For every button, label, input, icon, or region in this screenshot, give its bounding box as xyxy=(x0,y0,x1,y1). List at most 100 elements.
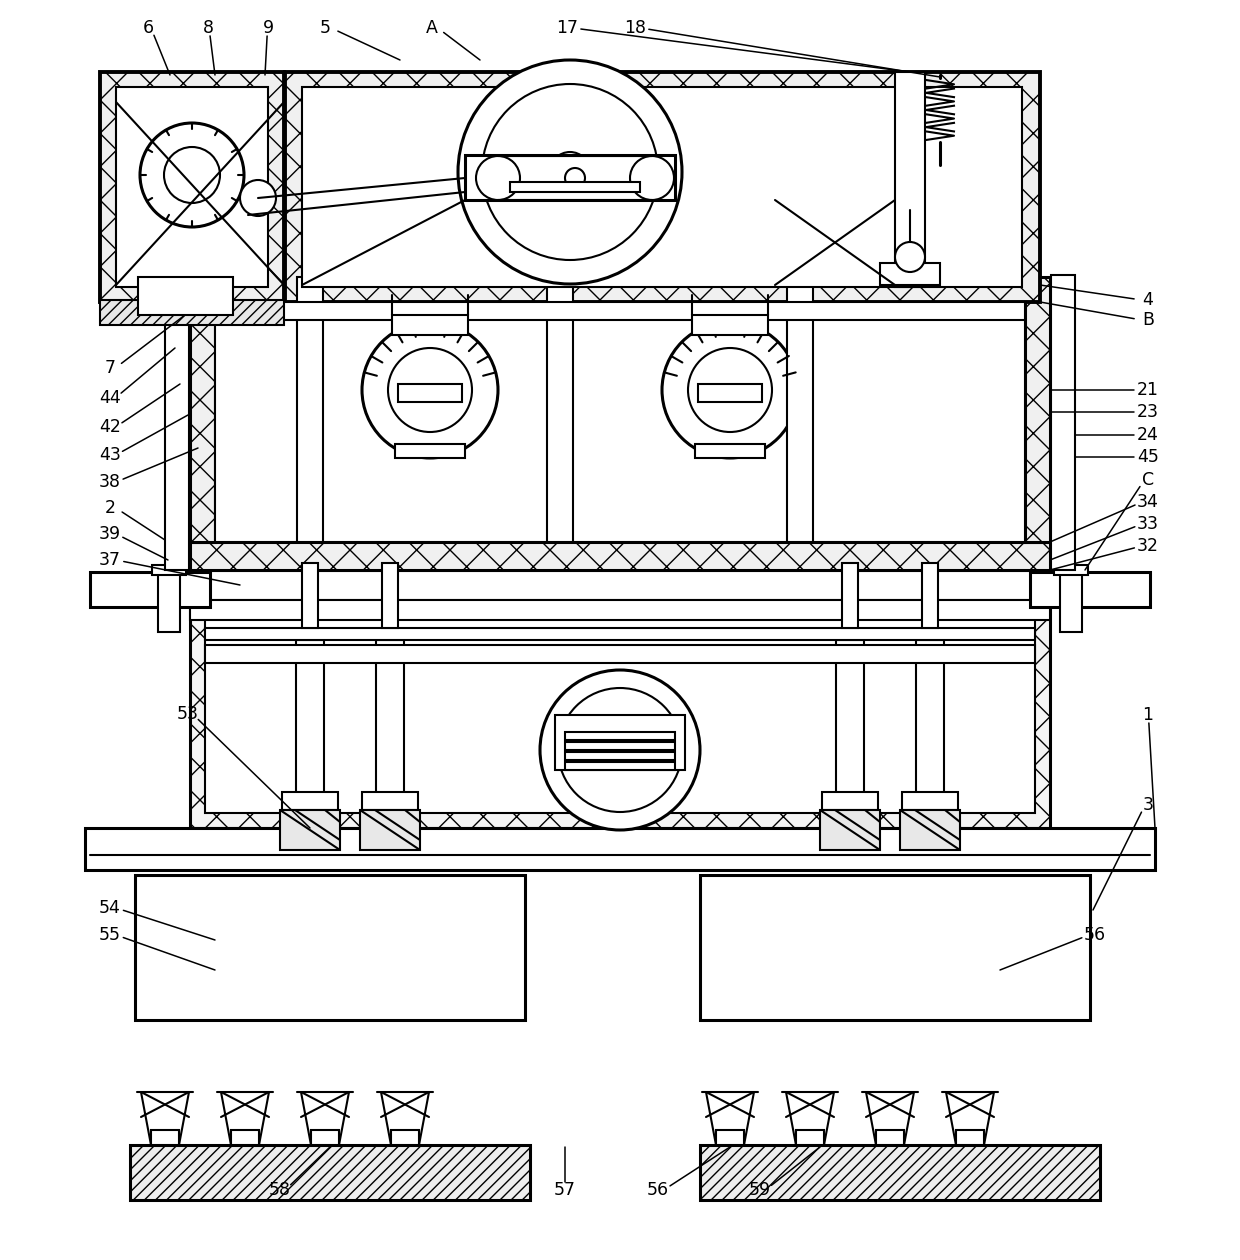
Text: 17: 17 xyxy=(556,19,578,37)
Text: 5: 5 xyxy=(320,19,331,37)
Text: C: C xyxy=(1142,471,1154,489)
Bar xyxy=(956,1130,985,1145)
Bar xyxy=(280,810,340,851)
Bar xyxy=(215,277,1025,542)
Circle shape xyxy=(140,123,244,227)
Bar xyxy=(694,444,765,457)
Text: 53: 53 xyxy=(177,706,198,723)
Bar xyxy=(205,645,1035,663)
Bar xyxy=(382,563,398,627)
Bar xyxy=(1060,572,1083,633)
Bar xyxy=(565,732,675,740)
Bar xyxy=(565,742,675,750)
Circle shape xyxy=(482,84,658,260)
Text: 38: 38 xyxy=(99,472,122,491)
Bar xyxy=(787,277,813,542)
Bar xyxy=(398,384,463,402)
Text: 42: 42 xyxy=(99,418,122,436)
Circle shape xyxy=(539,670,701,830)
Circle shape xyxy=(630,156,675,200)
Circle shape xyxy=(164,147,219,203)
Bar xyxy=(715,1130,744,1145)
Bar xyxy=(157,572,180,633)
Bar xyxy=(701,874,1090,1021)
Bar xyxy=(1025,277,1050,542)
Bar xyxy=(362,793,418,810)
Circle shape xyxy=(362,323,498,457)
Bar xyxy=(820,810,880,851)
Text: 8: 8 xyxy=(202,19,213,37)
Bar xyxy=(153,564,186,575)
Bar xyxy=(165,275,188,570)
Bar xyxy=(215,302,1025,320)
Bar xyxy=(1052,275,1075,570)
Bar xyxy=(822,793,878,810)
Bar xyxy=(231,1130,259,1145)
Text: 23: 23 xyxy=(1137,403,1159,421)
Bar xyxy=(100,72,284,302)
Bar xyxy=(510,181,640,192)
Bar xyxy=(135,874,525,1021)
Text: 56: 56 xyxy=(647,1181,670,1200)
Text: 9: 9 xyxy=(263,19,274,37)
Text: 44: 44 xyxy=(99,389,120,407)
Bar xyxy=(923,563,937,627)
Text: 2: 2 xyxy=(104,499,115,517)
Text: 58: 58 xyxy=(269,1181,291,1200)
Bar xyxy=(190,542,1050,570)
Bar xyxy=(392,315,467,335)
Bar xyxy=(190,600,1050,620)
Text: A: A xyxy=(427,19,438,37)
Bar xyxy=(901,793,959,810)
Circle shape xyxy=(241,180,277,215)
Text: 43: 43 xyxy=(99,446,122,464)
Circle shape xyxy=(458,60,682,284)
Circle shape xyxy=(388,348,472,432)
Bar xyxy=(698,384,763,402)
Bar xyxy=(151,1130,179,1145)
Text: 39: 39 xyxy=(99,525,122,543)
Text: 55: 55 xyxy=(99,926,122,944)
Bar xyxy=(190,277,215,542)
Circle shape xyxy=(895,242,925,272)
Bar xyxy=(692,315,768,335)
Circle shape xyxy=(688,348,773,432)
Bar xyxy=(130,1145,529,1200)
Text: 3: 3 xyxy=(1142,796,1153,814)
Bar xyxy=(701,1145,1100,1200)
Bar xyxy=(396,444,465,457)
Bar xyxy=(895,72,925,287)
Bar xyxy=(117,87,268,287)
Bar xyxy=(836,640,864,810)
Bar xyxy=(360,810,420,851)
Bar xyxy=(1054,564,1087,575)
Text: 34: 34 xyxy=(1137,493,1159,512)
Bar xyxy=(91,572,210,607)
Circle shape xyxy=(565,168,585,188)
Text: 32: 32 xyxy=(1137,537,1159,554)
Bar xyxy=(296,640,324,810)
Text: 4: 4 xyxy=(1142,291,1153,309)
Text: 24: 24 xyxy=(1137,426,1159,444)
Circle shape xyxy=(558,688,682,811)
Text: 59: 59 xyxy=(749,1181,771,1200)
Bar xyxy=(556,714,684,770)
Bar xyxy=(285,72,1040,302)
Text: 21: 21 xyxy=(1137,381,1159,399)
Bar xyxy=(303,87,1022,287)
Bar xyxy=(565,762,675,770)
Text: 56: 56 xyxy=(1084,926,1106,944)
Bar xyxy=(391,1130,419,1145)
Circle shape xyxy=(662,323,799,457)
Text: 33: 33 xyxy=(1137,515,1159,533)
Bar xyxy=(138,277,233,315)
Text: B: B xyxy=(1142,311,1154,329)
Bar xyxy=(376,640,404,810)
Bar xyxy=(916,640,944,810)
Text: 7: 7 xyxy=(104,359,115,377)
Bar xyxy=(205,604,1035,813)
Circle shape xyxy=(551,152,590,192)
Text: 54: 54 xyxy=(99,898,122,917)
Bar xyxy=(465,155,675,200)
Bar xyxy=(190,588,1050,828)
